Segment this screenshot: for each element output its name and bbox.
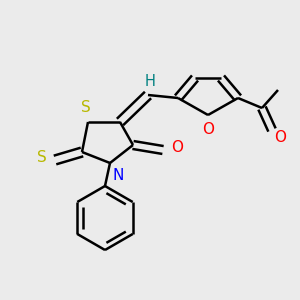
- Text: O: O: [274, 130, 286, 146]
- Text: N: N: [112, 167, 124, 182]
- Text: O: O: [171, 140, 183, 155]
- Text: S: S: [81, 100, 91, 116]
- Text: S: S: [37, 151, 47, 166]
- Text: O: O: [202, 122, 214, 136]
- Text: H: H: [145, 74, 155, 88]
